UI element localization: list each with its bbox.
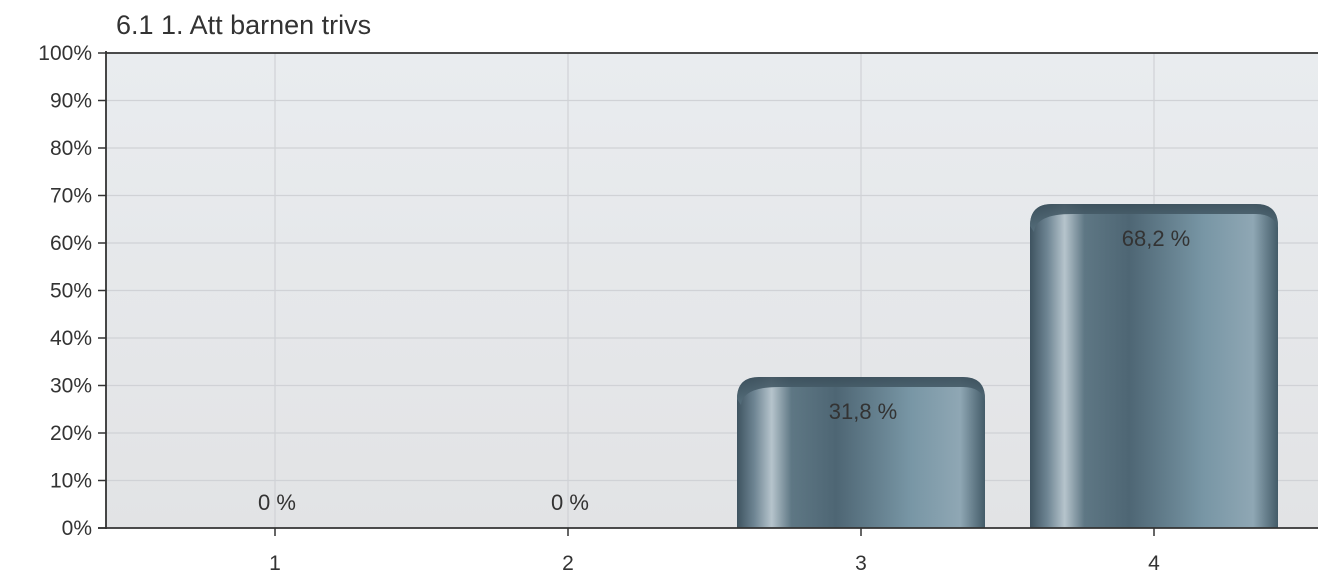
y-tick-label: 10% — [50, 470, 92, 493]
x-tick-label: 4 — [1148, 552, 1160, 575]
y-tick-label: 100% — [38, 42, 92, 65]
y-tick-label: 40% — [50, 327, 92, 350]
y-tick-label: 80% — [50, 137, 92, 160]
y-tick-label: 60% — [50, 232, 92, 255]
data-label: 0 % — [551, 490, 589, 515]
data-label: 0 % — [258, 490, 296, 515]
y-tick-label: 70% — [50, 185, 92, 208]
bar-cap — [1030, 204, 1278, 233]
bar — [1030, 204, 1278, 529]
y-tick-label: 0% — [62, 517, 92, 540]
y-tick-label: 50% — [50, 280, 92, 303]
y-tick-label: 30% — [50, 375, 92, 398]
chart-title: 6.1 1. Att barnen trivs — [116, 10, 372, 40]
data-label: 31,8 % — [829, 399, 898, 424]
y-tick-label: 20% — [50, 422, 92, 445]
y-tick-label: 90% — [50, 90, 92, 113]
x-tick-label: 3 — [855, 552, 867, 575]
bar — [737, 376, 985, 528]
data-label: 68,2 % — [1122, 226, 1191, 251]
x-tick-label: 2 — [562, 552, 574, 575]
x-tick-label: 1 — [269, 552, 281, 575]
bar-cap — [737, 376, 985, 405]
